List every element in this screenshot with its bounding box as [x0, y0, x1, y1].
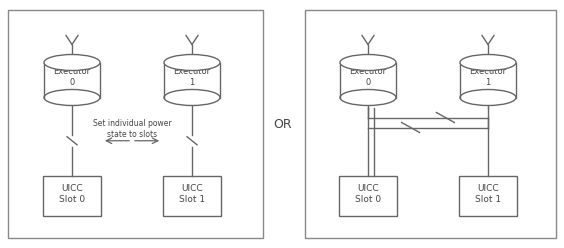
- Text: UICC
Slot 0: UICC Slot 0: [355, 184, 381, 204]
- Bar: [43, 176, 101, 216]
- Text: UICC
Slot 1: UICC Slot 1: [475, 184, 501, 204]
- Text: Executor
0: Executor 0: [350, 67, 386, 87]
- Bar: [459, 176, 517, 216]
- Text: OR: OR: [274, 118, 292, 130]
- Bar: [339, 176, 397, 216]
- Text: UICC
Slot 0: UICC Slot 0: [59, 184, 85, 204]
- Ellipse shape: [460, 55, 516, 70]
- Ellipse shape: [340, 55, 396, 70]
- Text: Executor
1: Executor 1: [174, 67, 210, 87]
- Text: Executor
0: Executor 0: [54, 67, 91, 87]
- Text: UICC
Slot 1: UICC Slot 1: [179, 184, 205, 204]
- Ellipse shape: [44, 55, 100, 70]
- Text: Executor
1: Executor 1: [469, 67, 506, 87]
- Text: Set individual power
state to slots: Set individual power state to slots: [92, 119, 171, 139]
- Bar: [8, 10, 263, 238]
- Bar: [163, 176, 221, 216]
- Ellipse shape: [164, 55, 220, 70]
- Bar: [305, 10, 556, 238]
